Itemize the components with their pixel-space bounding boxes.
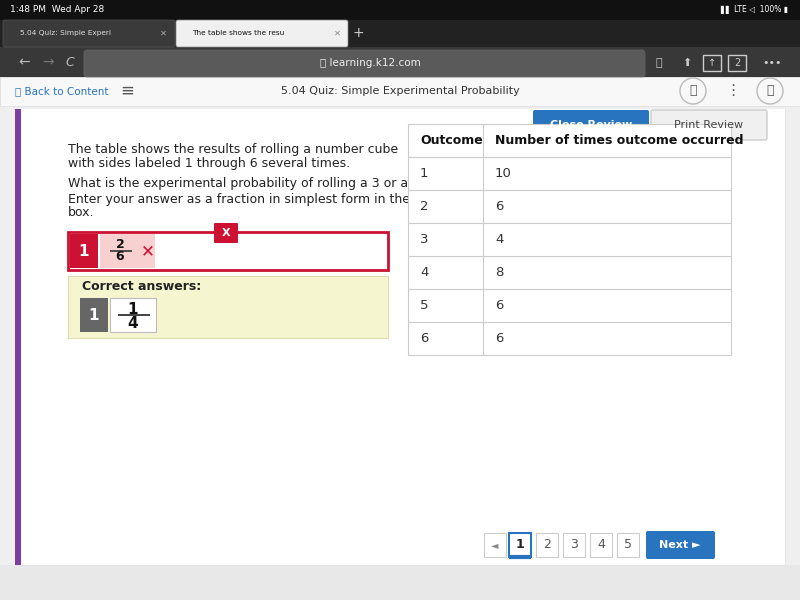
FancyBboxPatch shape bbox=[15, 109, 785, 565]
FancyBboxPatch shape bbox=[3, 20, 175, 47]
Text: Print Review: Print Review bbox=[674, 120, 743, 130]
Text: 5: 5 bbox=[420, 299, 429, 312]
Text: 6: 6 bbox=[116, 251, 124, 263]
Text: 1: 1 bbox=[128, 301, 138, 317]
Text: 6: 6 bbox=[495, 200, 503, 213]
Text: ✕: ✕ bbox=[334, 28, 341, 37]
FancyBboxPatch shape bbox=[15, 109, 21, 565]
FancyBboxPatch shape bbox=[563, 533, 585, 557]
Text: What is the experimental probability of rolling a 3 or a 6?: What is the experimental probability of … bbox=[68, 178, 426, 191]
FancyBboxPatch shape bbox=[15, 109, 785, 565]
Text: 6: 6 bbox=[495, 299, 503, 312]
FancyBboxPatch shape bbox=[0, 47, 800, 77]
FancyBboxPatch shape bbox=[536, 533, 558, 557]
Text: ✕: ✕ bbox=[141, 242, 155, 260]
Text: 4: 4 bbox=[597, 539, 605, 551]
Text: 4: 4 bbox=[128, 316, 138, 331]
Text: 〉: 〉 bbox=[766, 85, 774, 97]
Text: 4: 4 bbox=[420, 266, 428, 279]
Text: 6: 6 bbox=[495, 332, 503, 345]
Text: ≡: ≡ bbox=[120, 82, 134, 100]
Text: 1: 1 bbox=[89, 307, 99, 323]
FancyBboxPatch shape bbox=[110, 298, 156, 332]
FancyBboxPatch shape bbox=[80, 298, 108, 332]
Text: 〈: 〈 bbox=[690, 85, 697, 97]
Text: Number of times outcome occurred: Number of times outcome occurred bbox=[495, 134, 743, 147]
Text: 🔒 learning.k12.com: 🔒 learning.k12.com bbox=[320, 58, 420, 68]
Text: Next ►: Next ► bbox=[659, 540, 701, 550]
Text: 3: 3 bbox=[570, 539, 578, 551]
Text: 5.04 Quiz: Simple Experimental Probability: 5.04 Quiz: Simple Experimental Probabili… bbox=[281, 86, 519, 96]
Text: Outcome: Outcome bbox=[420, 134, 482, 147]
Text: •••: ••• bbox=[762, 58, 782, 68]
FancyBboxPatch shape bbox=[533, 110, 649, 140]
Text: 8: 8 bbox=[495, 266, 503, 279]
Text: with sides labeled 1 through 6 several times.: with sides labeled 1 through 6 several t… bbox=[68, 157, 350, 170]
FancyBboxPatch shape bbox=[590, 533, 612, 557]
Text: 5: 5 bbox=[624, 539, 632, 551]
FancyBboxPatch shape bbox=[70, 234, 98, 268]
Text: →: → bbox=[42, 55, 54, 69]
Text: box.: box. bbox=[68, 206, 94, 220]
FancyBboxPatch shape bbox=[0, 77, 800, 106]
Text: ←: ← bbox=[18, 55, 30, 69]
Text: Correct answers:: Correct answers: bbox=[82, 280, 202, 292]
Text: C: C bbox=[65, 55, 74, 68]
Text: ⋮: ⋮ bbox=[726, 83, 741, 98]
FancyBboxPatch shape bbox=[84, 50, 645, 77]
Text: 3: 3 bbox=[420, 233, 429, 246]
FancyBboxPatch shape bbox=[100, 234, 155, 268]
FancyBboxPatch shape bbox=[646, 531, 715, 559]
FancyBboxPatch shape bbox=[509, 533, 531, 557]
Text: The table shows the resu: The table shows the resu bbox=[192, 30, 284, 36]
FancyBboxPatch shape bbox=[68, 232, 388, 270]
Text: X: X bbox=[222, 228, 230, 238]
Text: Enter your answer as a fraction in simplest form in the: Enter your answer as a fraction in simpl… bbox=[68, 193, 410, 206]
Text: ↑: ↑ bbox=[708, 58, 716, 68]
FancyBboxPatch shape bbox=[0, 0, 800, 20]
Text: 2: 2 bbox=[543, 539, 551, 551]
Text: 1: 1 bbox=[78, 244, 90, 259]
FancyBboxPatch shape bbox=[214, 223, 238, 243]
FancyBboxPatch shape bbox=[617, 533, 639, 557]
Text: ⬆: ⬆ bbox=[682, 58, 691, 68]
Text: 6: 6 bbox=[420, 332, 428, 345]
Text: 1: 1 bbox=[420, 167, 429, 180]
Text: 2: 2 bbox=[420, 200, 429, 213]
FancyBboxPatch shape bbox=[651, 110, 767, 140]
Text: Close Review: Close Review bbox=[550, 120, 632, 130]
Text: ▌▌ LTE ◁  100% ▮: ▌▌ LTE ◁ 100% ▮ bbox=[720, 5, 788, 14]
Text: 〈 Back to Content: 〈 Back to Content bbox=[15, 86, 109, 96]
Text: 2: 2 bbox=[734, 58, 740, 68]
FancyBboxPatch shape bbox=[484, 533, 506, 557]
Text: 1: 1 bbox=[516, 539, 524, 551]
FancyBboxPatch shape bbox=[176, 20, 348, 47]
Text: The table shows the results of rolling a number cube: The table shows the results of rolling a… bbox=[68, 142, 398, 155]
Text: ◄: ◄ bbox=[491, 540, 498, 550]
FancyBboxPatch shape bbox=[0, 20, 800, 47]
FancyBboxPatch shape bbox=[0, 106, 800, 565]
Text: 1:48 PM  Wed Apr 28: 1:48 PM Wed Apr 28 bbox=[10, 5, 104, 14]
Text: 4: 4 bbox=[495, 233, 503, 246]
Text: ✕: ✕ bbox=[159, 28, 166, 37]
FancyBboxPatch shape bbox=[68, 276, 388, 338]
Text: +: + bbox=[352, 26, 364, 40]
FancyBboxPatch shape bbox=[408, 124, 731, 355]
Text: 2: 2 bbox=[116, 238, 124, 251]
Text: 🎤: 🎤 bbox=[655, 58, 662, 68]
Text: 10: 10 bbox=[495, 167, 512, 180]
Text: 5.04 Quiz: Simple Experi: 5.04 Quiz: Simple Experi bbox=[20, 30, 111, 36]
